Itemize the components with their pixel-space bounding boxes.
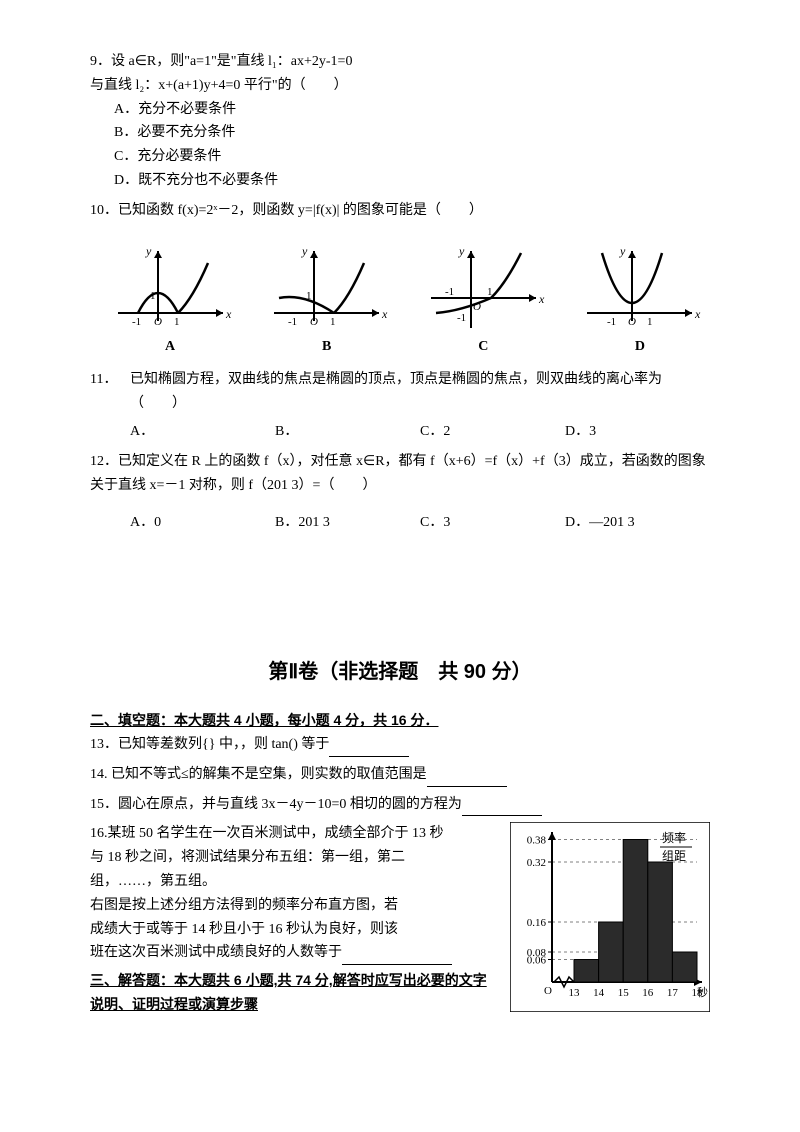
question-11: 11． 已知椭圆方程，双曲线的焦点是椭圆的顶点，顶点是椭圆的焦点，则双曲线的离心… <box>90 368 710 443</box>
svg-text:组距: 组距 <box>662 849 686 863</box>
svg-text:-1: -1 <box>607 316 616 328</box>
svg-text:14: 14 <box>593 987 605 999</box>
question-15: 15．圆心在原点，并与直线 3x－4y－10=0 相切的圆的方程为 <box>90 793 710 817</box>
question-9: 9．设 a∈R，则"a=1"是"直线 l₁：ax+2y-1=0 与直线 l₂：x… <box>90 50 710 193</box>
graph-d-label: D <box>570 335 710 359</box>
q12-stem: 12．已知定义在 R 上的函数 f（x），对任意 x∈R，都有 f（x+6）=f… <box>90 450 710 498</box>
blank <box>462 801 542 816</box>
svg-text:1: 1 <box>330 316 336 328</box>
svg-text:-1: -1 <box>132 316 141 328</box>
q12-options: A．0 B．201 3 C．3 D．—201 3 <box>130 511 710 535</box>
svg-text:-1: -1 <box>288 316 297 328</box>
graph-a: x y -1 O 1 1 A <box>100 243 240 359</box>
svg-text:秒: 秒 <box>697 985 708 999</box>
q11-opt-d: D．3 <box>565 420 710 444</box>
svg-text:1: 1 <box>487 286 493 298</box>
graph-c-label: C <box>413 335 553 359</box>
svg-text:频率: 频率 <box>662 830 686 845</box>
svg-text:16: 16 <box>642 987 654 999</box>
svg-text:O: O <box>628 316 636 328</box>
svg-text:13: 13 <box>569 987 581 999</box>
svg-text:x: x <box>694 307 701 321</box>
svg-text:x: x <box>381 307 388 321</box>
q12-opt-a: A．0 <box>130 511 275 535</box>
q9-opt-c: C．充分必要条件 <box>90 145 710 169</box>
svg-text:0.16: 0.16 <box>527 917 547 929</box>
q9-opt-a: A．充分不必要条件 <box>90 98 710 122</box>
histogram: 频率组距0.380.320.160.080.06131415161718秒O <box>510 822 710 1021</box>
q9-opt-b: B．必要不充分条件 <box>90 121 710 145</box>
q9-stem-line1: 9．设 a∈R，则"a=1"是"直线 l₁：ax+2y-1=0 <box>90 50 710 74</box>
q11-options: A． B． C．2 D．3 <box>130 420 710 444</box>
svg-text:y: y <box>458 244 465 258</box>
svg-text:1: 1 <box>647 316 653 328</box>
svg-text:1: 1 <box>174 316 180 328</box>
q9-stem-line2: 与直线 l₂：x+(a+1)y+4=0 平行"的（ ） <box>90 74 710 98</box>
q11-opt-a: A． <box>130 420 275 444</box>
svg-text:x: x <box>225 307 232 321</box>
svg-text:O: O <box>473 301 481 313</box>
graph-a-label: A <box>100 335 240 359</box>
graph-c: x y -1 O 1 -1 C <box>413 243 553 359</box>
q16-row: 16.某班 50 名学生在一次百米测试中，成绩全部介于 13 秒 与 18 秒之… <box>90 822 710 1021</box>
svg-text:y: y <box>301 244 308 258</box>
svg-text:O: O <box>544 985 552 997</box>
q10-stem: 10．已知函数 f(x)=2ˣ－2，则函数 y=|f(x)| 的图象可能是（ ） <box>90 199 710 223</box>
q12-opt-d: D．—201 3 <box>565 511 710 535</box>
question-10: 10．已知函数 f(x)=2ˣ－2，则函数 y=|f(x)| 的图象可能是（ ）… <box>90 199 710 359</box>
answer-heading: 三、解答题：本大题共 6 小题,共 74 分,解答时应写出必要的文字说明、证明过… <box>90 969 500 1017</box>
graph-b: x y -1 O 1 1 B <box>257 243 397 359</box>
svg-text:17: 17 <box>667 987 679 999</box>
svg-text:x: x <box>538 292 545 306</box>
svg-text:0.06: 0.06 <box>527 955 547 967</box>
section-2-title: 第Ⅱ卷（非选择题 共 90 分） <box>90 655 710 689</box>
graph-b-label: B <box>257 335 397 359</box>
question-14: 14. 已知不等式≤的解集不是空集，则实数的取值范围是 <box>90 763 710 787</box>
q11-opt-c: C．2 <box>420 420 565 444</box>
svg-text:-1: -1 <box>445 286 454 298</box>
blank <box>329 742 409 757</box>
svg-text:O: O <box>154 316 162 328</box>
blank <box>427 772 507 787</box>
blank <box>342 950 452 965</box>
svg-text:0.32: 0.32 <box>527 857 546 869</box>
svg-text:y: y <box>619 244 626 258</box>
q16-text: 16.某班 50 名学生在一次百米测试中，成绩全部介于 13 秒 与 18 秒之… <box>90 822 500 1021</box>
q12-opt-b: B．201 3 <box>275 511 420 535</box>
fill-heading: 二、填空题：本大题共 4 小题，每小题 4 分，共 16 分． <box>90 709 710 733</box>
svg-text:y: y <box>145 244 152 258</box>
q10-graphs-row: x y -1 O 1 1 A x y -1 O 1 <box>100 243 710 359</box>
svg-text:O: O <box>310 316 318 328</box>
question-12: 12．已知定义在 R 上的函数 f（x），对任意 x∈R，都有 f（x+6）=f… <box>90 450 710 535</box>
svg-text:0.38: 0.38 <box>527 835 547 847</box>
q11-opt-b: B． <box>275 420 420 444</box>
svg-text:1: 1 <box>150 290 156 302</box>
svg-text:15: 15 <box>618 987 630 999</box>
question-13: 13．已知等差数列{} 中，，则 tan() 等于 <box>90 733 710 757</box>
svg-text:-1: -1 <box>457 312 466 324</box>
graph-d: x y -1 O 1 D <box>570 243 710 359</box>
q11-stem: 已知椭圆方程，双曲线的焦点是椭圆的顶点，顶点是椭圆的焦点，则双曲线的离心率为（ … <box>130 368 710 416</box>
q9-opt-d: D．既不充分也不必要条件 <box>90 169 710 193</box>
svg-text:1: 1 <box>306 290 312 302</box>
q12-opt-c: C．3 <box>420 511 565 535</box>
